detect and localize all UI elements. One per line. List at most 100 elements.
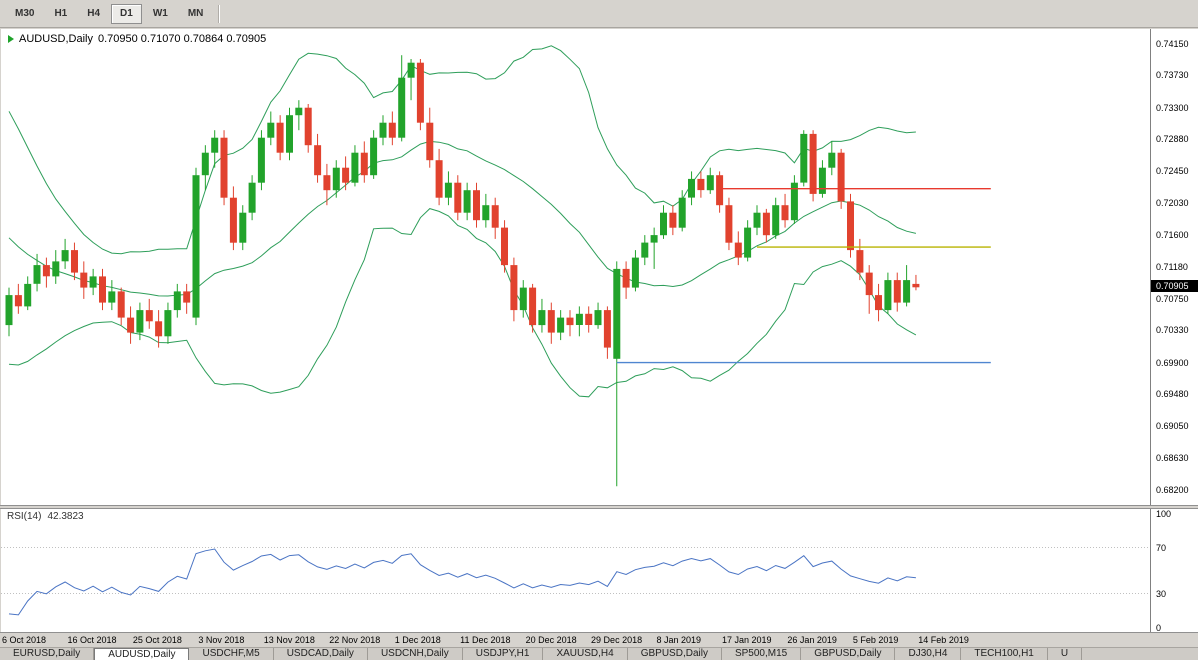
candle-body <box>42 265 50 277</box>
price-tick-label: 0.73730 <box>1156 70 1189 81</box>
candle-body <box>865 272 873 296</box>
candle-body <box>454 182 462 213</box>
candle-body <box>660 212 667 236</box>
candle-body <box>491 205 499 228</box>
candle-body <box>117 291 125 318</box>
candle-body <box>248 182 256 213</box>
candle-body <box>229 197 237 243</box>
symbol-marker-icon <box>8 35 14 43</box>
price-tick-label: 0.71600 <box>1156 230 1189 241</box>
candle-body <box>61 250 69 262</box>
candle-body <box>697 178 705 191</box>
candle-body <box>725 205 733 243</box>
price-tick-label: 0.71180 <box>1156 261 1188 272</box>
date-label: 13 Nov 2018 <box>263 635 315 645</box>
date-label: 20 Dec 2018 <box>525 635 577 645</box>
price-tick-label: 0.68200 <box>1156 485 1189 495</box>
rsi-tick-label: 0 <box>1156 623 1162 632</box>
date-label: 8 Jan 2019 <box>656 635 702 645</box>
pane-splitter[interactable] <box>0 505 1198 509</box>
chart-tab-GBPUSD-Daily[interactable]: GBPUSD,Daily <box>801 648 896 660</box>
candle-body <box>239 212 247 243</box>
timeframe-button-h1[interactable]: H1 <box>54 7 68 19</box>
chart-tab-USDCAD-Daily[interactable]: USDCAD,Daily <box>274 648 368 660</box>
candle-body <box>379 122 387 138</box>
candle-body <box>360 152 368 176</box>
candle-body <box>473 190 480 221</box>
chart-tab-USDJPY-H1[interactable]: USDJPY,H1 <box>463 648 544 660</box>
candle-body <box>903 280 911 303</box>
candle-body <box>211 137 219 153</box>
candle-body <box>108 291 116 303</box>
candle-body <box>155 321 163 337</box>
rsi-chart-canvas[interactable] <box>1 509 1150 632</box>
price-tick-label: 0.69480 <box>1156 389 1189 400</box>
candle-body <box>529 287 537 326</box>
chart-tab-SP500-M15[interactable]: SP500,M15 <box>722 648 802 660</box>
candle-body <box>80 272 88 288</box>
price-chart-canvas[interactable] <box>1 29 1150 505</box>
price-chart-pane[interactable]: AUDUSD,Daily 0.70950 0.71070 0.70864 0.7… <box>1 29 1150 505</box>
date-label: 11 Dec 2018 <box>460 635 511 645</box>
rsi-scale[interactable]: 100 70 30 0 <box>1150 509 1198 632</box>
chart-tab-XAUUSD-H4[interactable]: XAUUSD,H4 <box>543 648 628 660</box>
toolbar-separator <box>218 4 220 23</box>
rsi-indicator-pane[interactable]: RSI(14) 42.3823 <box>1 509 1150 632</box>
date-label: 22 Nov 2018 <box>329 635 381 645</box>
candle-body <box>323 175 331 191</box>
candle-body <box>183 291 191 303</box>
candle-body <box>398 77 406 138</box>
timeframe-button-m30[interactable]: M30 <box>15 7 35 19</box>
price-tick-label: 0.72030 <box>1156 197 1189 208</box>
candles-group <box>5 55 920 487</box>
timeframe-button-h4[interactable]: H4 <box>87 7 101 19</box>
chart-symbol-label: AUDUSD,Daily <box>19 33 93 45</box>
chart-tab-U[interactable]: U <box>1048 648 1083 660</box>
date-label: 1 Dec 2018 <box>394 635 441 645</box>
chart-tab-EURUSD-Daily[interactable]: EURUSD,Daily <box>0 648 95 660</box>
candle-body <box>267 122 275 138</box>
candle-body <box>912 283 920 288</box>
chart-title: AUDUSD,Daily 0.70950 0.71070 0.70864 0.7… <box>8 33 266 45</box>
candle-body <box>416 62 424 123</box>
candle-body <box>52 261 60 277</box>
price-tick-label: 0.69900 <box>1156 357 1189 368</box>
timeframe-button-w1[interactable]: W1 <box>152 7 168 19</box>
candle-body <box>585 313 593 325</box>
candle-body <box>164 310 172 337</box>
candle-body <box>99 276 106 303</box>
price-tick-label: 0.70330 <box>1156 325 1189 336</box>
chart-ohlc-values: 0.70950 0.71070 0.70864 0.70905 <box>97 33 267 45</box>
candle-body <box>566 317 574 326</box>
date-label: 5 Feb 2019 <box>852 635 899 645</box>
candle-body <box>444 182 452 198</box>
candle-body <box>594 310 602 326</box>
timeframe-button-mn[interactable]: MN <box>187 7 204 19</box>
candle-body <box>127 317 135 333</box>
candle-body <box>370 137 378 176</box>
price-tick-label: 0.69050 <box>1156 421 1189 432</box>
candle-body <box>5 295 13 326</box>
candle-body <box>650 235 658 243</box>
candle-body <box>71 250 78 273</box>
candle-body <box>781 205 789 221</box>
candle-body <box>14 295 22 307</box>
chart-tab-DJ30-H4[interactable]: DJ30,H4 <box>895 648 962 660</box>
candle-body <box>145 310 153 322</box>
price-scale[interactable]: 0.74150 0.73730 0.73300 0.72880 0.72450 0.720… <box>1150 29 1198 505</box>
timeframe-button-d1[interactable]: D1 <box>111 3 142 24</box>
chart-tab-AUDUSD-Daily[interactable]: AUDUSD,Daily <box>94 648 190 660</box>
candle-body <box>734 242 742 258</box>
candle-body <box>762 212 770 236</box>
time-axis[interactable]: 6 Oct 2018 16 Oct 2018 25 Oct 2018 3 Nov 20… <box>0 632 1198 647</box>
candle-body <box>800 133 808 183</box>
bollinger-lower-band <box>8 208 917 398</box>
chart-tab-USDCHF-M5[interactable]: USDCHF,M5 <box>189 648 274 660</box>
date-label: 26 Jan 2019 <box>787 635 837 645</box>
candle-body <box>613 268 621 359</box>
candle-body <box>547 310 555 333</box>
chart-tab-USDCNH-Daily[interactable]: USDCNH,Daily <box>368 648 463 660</box>
chart-tab-GBPUSD-Daily[interactable]: GBPUSD,Daily <box>628 648 722 660</box>
candle-body <box>716 175 724 206</box>
chart-tab-TECH100-H1[interactable]: TECH100,H1 <box>961 648 1048 660</box>
